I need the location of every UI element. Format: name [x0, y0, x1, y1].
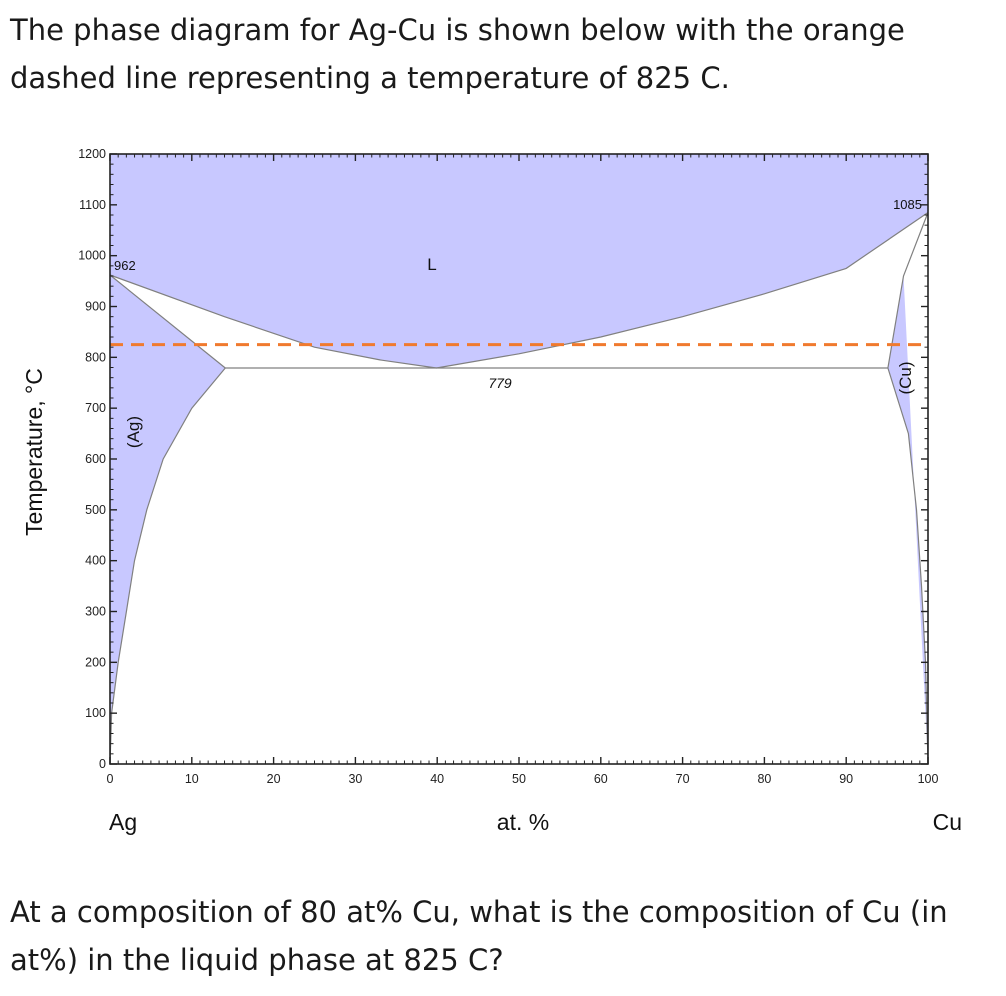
minor-ticks — [110, 154, 928, 764]
question-intro: The phase diagram for Ag-Cu is shown bel… — [10, 13, 905, 95]
y-tick-label: 0 — [99, 757, 106, 771]
x-tick-label: 60 — [594, 772, 608, 786]
x-tick-label: 20 — [267, 772, 281, 786]
x-tick-label: 30 — [348, 772, 362, 786]
phase-boundaries — [109, 212, 929, 765]
y-tick-label: 800 — [85, 350, 106, 364]
y-tick-label: 900 — [85, 300, 106, 314]
y-axis-title: Temperature, °C — [21, 368, 47, 536]
y-tick-label: 300 — [85, 605, 106, 619]
ag-solid-region — [110, 275, 226, 764]
boundary-solvus-cu — [887, 367, 929, 765]
x-end-label-ag: Ag — [109, 809, 137, 835]
label-ag-solid: (Ag) — [124, 416, 143, 448]
y-tick-label: 400 — [85, 554, 106, 568]
y-tick-label: 100 — [85, 706, 106, 720]
y-tick-label: 1100 — [79, 198, 106, 212]
y-tick-label: 700 — [85, 401, 106, 415]
boundary-solidus-ag — [109, 274, 226, 369]
x-tick-label: 100 — [918, 772, 939, 786]
label-eutectic: 779 — [488, 375, 512, 391]
x-axis-title: at. % — [497, 809, 549, 835]
x-tick-label: 50 — [512, 772, 526, 786]
y-tick-label: 1000 — [78, 249, 106, 263]
tick-labels: 0100200300400500600700800900100011001200… — [78, 147, 938, 786]
x-tick-label: 0 — [107, 772, 114, 786]
x-tick-label: 70 — [676, 772, 690, 786]
label-cu-melting: 1085 — [893, 197, 922, 212]
x-tick-label: 10 — [185, 772, 199, 786]
boundary-solvus-ag — [109, 367, 226, 765]
major-ticks — [109, 153, 929, 765]
liquid-region — [110, 154, 928, 368]
x-tick-label: 90 — [839, 772, 853, 786]
cu-solid-region — [887, 276, 928, 764]
y-tick-label: 1200 — [78, 147, 106, 161]
y-tick-label: 200 — [85, 655, 106, 669]
label-ag-melting: 962 — [114, 258, 136, 273]
boundary-solidus-cu — [887, 212, 929, 369]
boundary-liquidus-ag — [109, 274, 437, 369]
x-tick-label: 40 — [430, 772, 444, 786]
x-end-label-cu: Cu — [933, 809, 962, 835]
y-tick-label: 600 — [85, 452, 106, 466]
y-tick-label: 500 — [85, 503, 106, 517]
label-liquid: L — [427, 255, 436, 274]
x-tick-label: 80 — [757, 772, 771, 786]
label-cu-solid: (Cu) — [896, 361, 915, 394]
boundary-liquidus-cu — [436, 212, 929, 369]
ag-cu-phase-diagram: 0100200300400500600700800900100011001200… — [21, 147, 962, 835]
question-ask: At a composition of 80 at% Cu, what is t… — [10, 895, 948, 977]
